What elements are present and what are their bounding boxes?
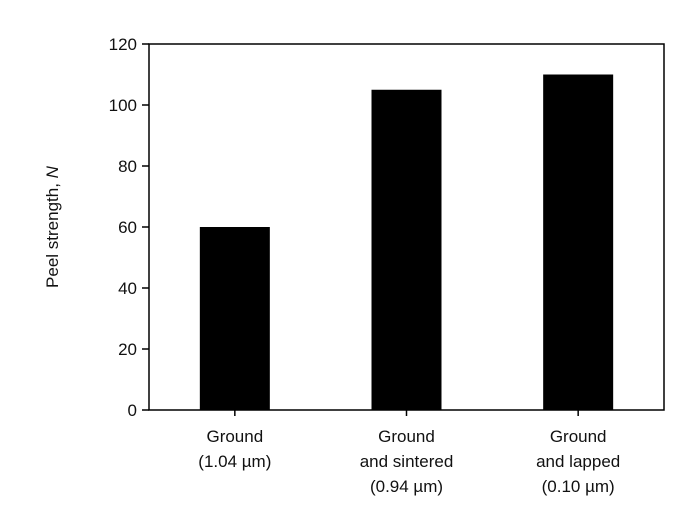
bar <box>371 89 442 410</box>
category-label: Ground and sintered (0.94 µm) <box>360 427 454 496</box>
category-label-line: Ground <box>550 427 607 446</box>
category-label-line: and lapped <box>536 452 620 471</box>
category-label: Ground and lapped (0.10 µm) <box>536 427 620 496</box>
bar <box>199 227 270 410</box>
category-label: Ground (1.04 µm) <box>198 427 271 471</box>
y-axis: 0 20 40 60 80 100 120 <box>109 35 149 420</box>
y-tick-label: 0 <box>128 401 137 420</box>
y-tick-label: 20 <box>118 340 137 359</box>
y-axis-title-unit: N <box>43 165 62 178</box>
category-label-line: (0.10 µm) <box>542 477 615 496</box>
x-axis-labels: Ground (1.04 µm) Ground and sintered (0.94 µ… <box>198 410 620 496</box>
bar <box>543 74 614 410</box>
y-tick-label: 120 <box>109 35 137 54</box>
category-label-line: (1.04 µm) <box>198 452 271 471</box>
category-label-line: and sintered <box>360 452 454 471</box>
y-tick-label: 60 <box>118 218 137 237</box>
y-axis-title: Peel strength, N <box>43 165 62 288</box>
category-label-line: Ground <box>206 427 263 446</box>
y-tick-label: 100 <box>109 96 137 115</box>
y-axis-title-text: Peel strength, <box>43 178 62 288</box>
bars <box>199 74 614 410</box>
y-tick-label: 80 <box>118 157 137 176</box>
y-tick-label: 40 <box>118 279 137 298</box>
category-label-line: Ground <box>378 427 435 446</box>
category-label-line: (0.94 µm) <box>370 477 443 496</box>
